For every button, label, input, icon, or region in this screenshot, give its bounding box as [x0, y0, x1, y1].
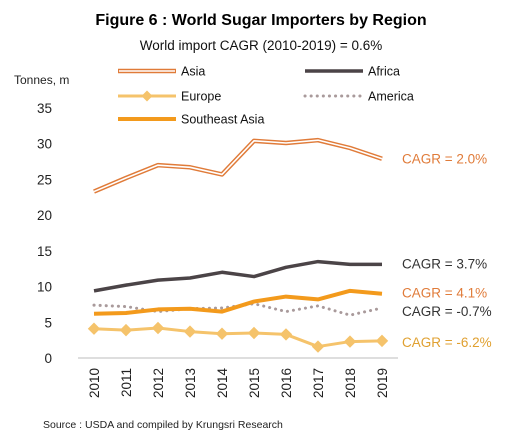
- series-line-africa: [93, 259, 382, 293]
- series-europe: [87, 321, 389, 353]
- series-line-america: [92, 302, 384, 317]
- series-america: [92, 302, 384, 317]
- legend-item-africa: Africa: [305, 65, 400, 79]
- cagr-label-europe: CAGR = -6.2%: [402, 335, 492, 350]
- legend-item-southeast-asia: Southeast Asia: [118, 113, 264, 127]
- x-tick-label: 2010: [87, 368, 102, 398]
- legend-swatch-marker: [141, 90, 153, 102]
- legend-item-europe: Europe: [118, 90, 221, 104]
- cagr-annotations: CAGR = 2.0% CAGR = 3.7% CAGR = -6.2% CAGR =…: [402, 152, 492, 350]
- series-layer: [87, 137, 389, 353]
- series-point-europe: [247, 326, 261, 340]
- series-point-europe: [375, 334, 389, 348]
- x-tick-label: 2016: [279, 368, 294, 398]
- series-point-europe: [151, 321, 165, 335]
- y-tick-label: 25: [37, 172, 52, 187]
- y-tick-label: 5: [44, 315, 52, 330]
- x-axis-ticks: 2010 2011 2012 2013 2014 2015 2016 2017 2018 2019: [87, 368, 390, 399]
- cagr-label-asia: CAGR = 2.0%: [402, 152, 487, 167]
- series-line-inner-asia: [93, 139, 383, 193]
- legend-label: Europe: [181, 90, 221, 104]
- legend-item-america: America: [303, 90, 414, 104]
- legend-item-asia: Asia: [118, 65, 205, 79]
- source-note: Source : USDA and compiled by Krungsri R…: [43, 419, 283, 431]
- series-point-europe: [119, 323, 133, 337]
- legend-label: America: [368, 90, 414, 104]
- series-point-europe: [87, 322, 101, 335]
- series-africa: [93, 259, 382, 293]
- legend-label: Southeast Asia: [181, 113, 264, 127]
- cagr-label-southeast-asia: CAGR = 4.1%: [402, 286, 487, 301]
- series-line-southeast-asia: [93, 288, 383, 316]
- series-point-europe: [279, 328, 293, 341]
- legend-label: Africa: [368, 65, 400, 79]
- legend-label: Asia: [181, 65, 205, 79]
- x-tick-label: 2011: [119, 368, 134, 397]
- y-tick-label: 20: [37, 208, 52, 223]
- series-point-europe: [215, 327, 229, 340]
- series-point-europe: [311, 340, 325, 353]
- x-tick-label: 2017: [311, 368, 326, 398]
- series-line-europe: [93, 326, 383, 349]
- y-tick-label: 0: [44, 351, 52, 366]
- x-tick-label: 2012: [151, 368, 166, 398]
- y-axis-label: Tonnes, m: [14, 73, 69, 87]
- cagr-label-america: CAGR = -0.7%: [402, 304, 492, 319]
- series-point-europe: [343, 335, 357, 348]
- x-tick-label: 2015: [247, 368, 262, 398]
- x-tick-label: 2018: [343, 368, 358, 398]
- cagr-label-africa: CAGR = 3.7%: [402, 256, 487, 271]
- y-tick-label: 30: [37, 137, 52, 152]
- x-tick-label: 2014: [215, 368, 230, 399]
- y-tick-label: 15: [37, 244, 52, 259]
- series-point-europe: [183, 325, 197, 338]
- chart-title: Figure 6 : World Sugar Importers by Regi…: [95, 12, 426, 29]
- legend: Asia Africa Europe America Southeast Asia: [118, 65, 414, 127]
- y-axis-ticks: 0 5 10 15 20 25 30 35: [37, 101, 52, 366]
- chart-subtitle: World import CAGR (2010-2019) = 0.6%: [140, 38, 382, 53]
- series-line-asia: [93, 137, 383, 194]
- x-tick-label: 2019: [375, 368, 390, 398]
- series-asia: [93, 137, 383, 194]
- series-southeast-asia: [93, 288, 383, 316]
- x-tick-label: 2013: [183, 368, 198, 398]
- y-tick-label: 10: [37, 280, 52, 295]
- y-tick-label: 35: [37, 101, 52, 116]
